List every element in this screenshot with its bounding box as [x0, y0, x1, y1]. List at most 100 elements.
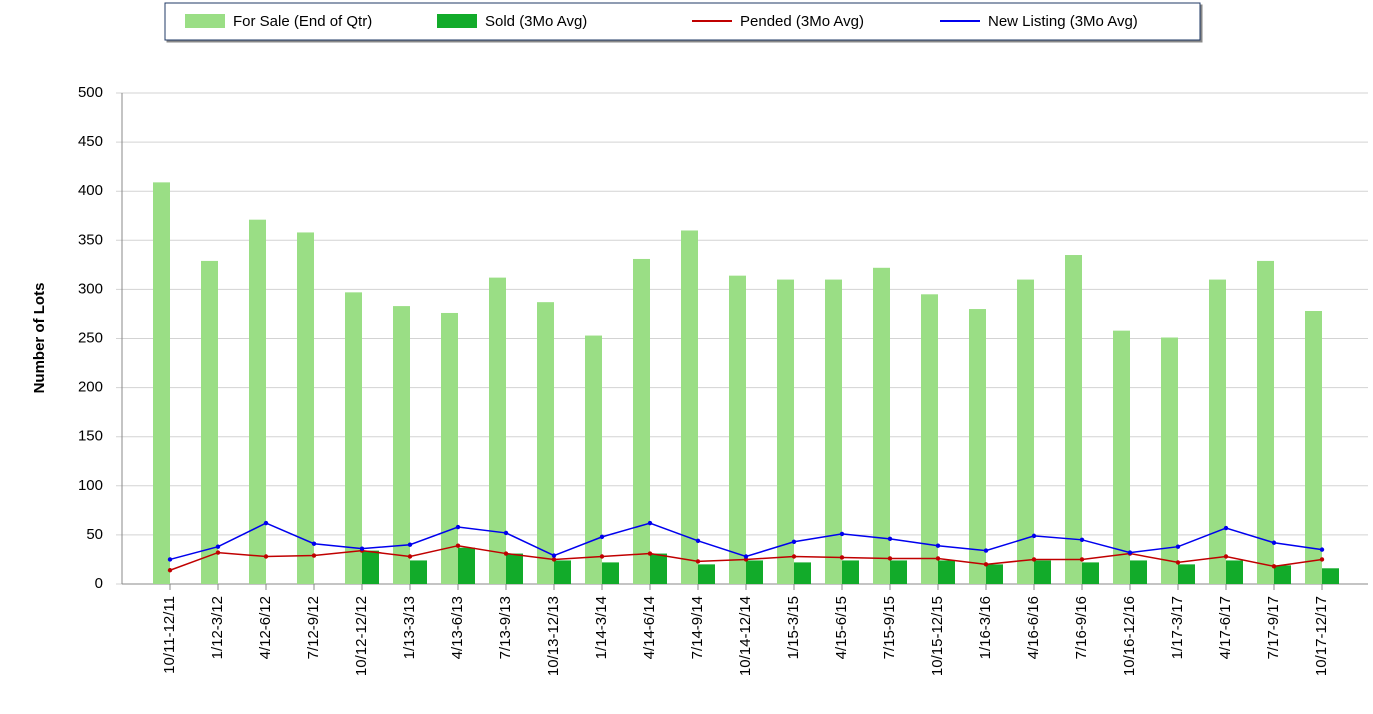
x-tick-label: 4/13-6/13	[449, 596, 466, 659]
point	[1031, 557, 1037, 562]
bar	[681, 230, 698, 585]
point	[1079, 537, 1085, 543]
bar	[602, 562, 619, 584]
point	[215, 550, 221, 555]
point	[407, 554, 413, 559]
y-tick-label: 50	[86, 526, 103, 543]
bar	[986, 564, 1003, 584]
x-tick-label: 4/14-6/14	[641, 596, 658, 659]
bar	[746, 560, 763, 584]
x-tick-label: 1/15-3/15	[785, 596, 802, 659]
x-tick-label: 4/16-6/16	[1025, 596, 1042, 659]
point	[1223, 554, 1229, 559]
bar	[1082, 562, 1099, 584]
point	[695, 559, 701, 564]
bar	[554, 560, 571, 584]
bar	[1161, 337, 1178, 584]
bar	[825, 279, 842, 584]
bar	[794, 562, 811, 584]
x-tick-label: 10/14-12/14	[737, 596, 754, 676]
bar	[297, 232, 314, 584]
point	[791, 554, 797, 559]
point	[1319, 557, 1325, 562]
bar	[441, 312, 458, 584]
x-tick-label: 7/16-9/16	[1073, 596, 1090, 659]
bar	[1322, 568, 1339, 584]
x-tick-label: 10/13-12/13	[545, 596, 562, 676]
point	[263, 554, 269, 559]
point	[311, 553, 317, 558]
y-tick-label: 250	[78, 329, 103, 346]
bar	[1130, 560, 1147, 584]
x-tick-label: 7/15-9/15	[881, 596, 898, 659]
point	[359, 546, 365, 551]
bar	[650, 553, 667, 584]
point	[1127, 550, 1133, 555]
point	[647, 551, 653, 556]
point	[551, 553, 557, 558]
bar	[1017, 279, 1034, 584]
point	[455, 524, 461, 530]
point	[983, 548, 989, 553]
legend-swatch	[185, 14, 225, 28]
point	[1175, 560, 1181, 565]
y-tick-label: 450	[78, 133, 103, 150]
point	[839, 531, 845, 537]
x-tick-label: 4/15-6/15	[833, 596, 850, 659]
point	[647, 520, 653, 526]
point	[887, 536, 893, 542]
x-tick-label: 10/11-12/11	[161, 596, 178, 674]
x-tick-label: 10/12-12/12	[353, 596, 370, 676]
bar	[489, 277, 506, 584]
bar	[1257, 260, 1274, 584]
bar	[362, 550, 379, 584]
y-tick-label: 100	[78, 477, 103, 494]
point	[935, 556, 941, 561]
bar	[890, 560, 907, 584]
x-tick-label: 7/14-9/14	[689, 596, 706, 659]
bar	[969, 309, 986, 584]
point	[455, 543, 461, 548]
bar	[458, 547, 475, 584]
point	[743, 554, 749, 559]
bar	[393, 306, 410, 584]
bar	[506, 553, 523, 584]
point	[311, 541, 317, 546]
legend-label: Sold (3Mo Avg)	[485, 13, 587, 30]
bar	[1034, 560, 1051, 584]
x-tick-label: 4/17-6/17	[1217, 596, 1234, 659]
point	[791, 539, 797, 544]
point	[599, 554, 605, 559]
point	[1223, 525, 1229, 531]
x-tick-label: 10/15-12/15	[929, 596, 946, 676]
bar	[585, 335, 602, 584]
legend-label: New Listing (3Mo Avg)	[988, 13, 1138, 30]
bar	[201, 260, 218, 584]
bar	[1226, 560, 1243, 584]
bar	[410, 560, 427, 584]
point	[599, 534, 605, 540]
y-tick-label: 500	[78, 84, 103, 101]
x-tick-label: 1/12-3/12	[209, 596, 226, 659]
bar	[873, 267, 890, 584]
point	[1175, 544, 1181, 549]
bar	[345, 292, 362, 584]
x-tick-label: 1/16-3/16	[977, 596, 994, 659]
point	[503, 530, 509, 536]
x-tick-label: 1/14-3/14	[593, 596, 610, 659]
point	[935, 543, 941, 548]
point	[1079, 557, 1085, 562]
bar	[633, 258, 650, 584]
x-tick-label: 7/13-9/13	[497, 596, 514, 659]
x-tick-label: 7/17-9/17	[1265, 596, 1282, 659]
point	[503, 551, 509, 556]
bar	[729, 275, 746, 584]
point	[167, 568, 173, 573]
point	[1271, 540, 1277, 545]
legend-box	[164, 2, 1201, 41]
x-tick-label: 1/17-3/17	[1169, 596, 1186, 659]
point	[983, 562, 989, 567]
y-tick-label: 200	[78, 379, 103, 396]
bar	[921, 294, 938, 584]
